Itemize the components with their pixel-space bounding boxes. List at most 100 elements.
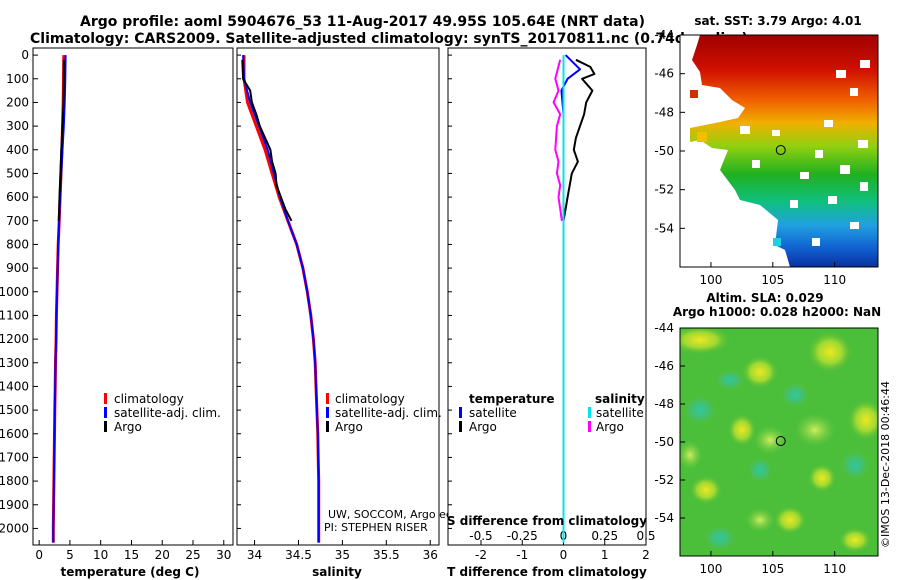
map-y-tick-label: -50 bbox=[654, 144, 674, 158]
difference-panel: -2 -1 0 1 2 -0.5 -0.25 0 0.25 0.5 T difference f… bbox=[447, 47, 656, 579]
sst-cell bbox=[697, 132, 707, 142]
sst-map-axes: 100 105 110 -44 -46 -48 -50 -52 -54 bbox=[654, 28, 846, 287]
depth-tick-label: 1600 bbox=[0, 427, 29, 441]
legend-swatch-climatology bbox=[326, 393, 329, 404]
series-line-argo bbox=[241, 59, 293, 222]
depth-tick-label: 1300 bbox=[0, 356, 29, 370]
x-tick-label: -2 bbox=[475, 548, 487, 562]
map-x-tick-label: 100 bbox=[699, 273, 722, 287]
x-tick-label: 34 bbox=[247, 548, 262, 562]
sla-map: Altim. SLA: 0.029 Argo h1000: 0.028 h200… bbox=[654, 291, 881, 576]
attribution-line2: PI: STEPHEN RISER bbox=[324, 521, 428, 534]
map-x-tick-label: 110 bbox=[823, 273, 846, 287]
x-tick-label: 34.5 bbox=[285, 548, 312, 562]
depth-tick-label: 1400 bbox=[0, 379, 29, 393]
x-tick-label: 36 bbox=[423, 548, 438, 562]
depth-tick-label: 400 bbox=[6, 143, 29, 157]
map-y-tick-label: -48 bbox=[654, 397, 674, 411]
depth-tick-label: 1000 bbox=[0, 285, 29, 299]
sla-map-axes: 100 105 110 -44 -46 -48 -50 -52 -54 bbox=[654, 321, 846, 576]
imos-credit: ©IMOS 13-Dec-2018 00:46:44 bbox=[879, 381, 892, 548]
legend-swatch-s-argo bbox=[588, 421, 591, 432]
x-tick-label: 5 bbox=[66, 548, 74, 562]
depth-tick-label: 1200 bbox=[0, 332, 29, 346]
salinity-legend: climatology satellite-adj. clim. Argo bbox=[326, 392, 442, 434]
x-tick-label: 0 bbox=[35, 548, 43, 562]
salinity-xlabel: salinity bbox=[312, 565, 362, 579]
x-tick-label: 0 bbox=[560, 548, 568, 562]
x-tick-label: 10 bbox=[93, 548, 108, 562]
depth-tick-label: 600 bbox=[6, 190, 29, 204]
legend-swatch-t-satellite bbox=[459, 407, 462, 418]
depth-tick-label: 300 bbox=[6, 119, 29, 133]
x-tick-label: 2 bbox=[642, 548, 650, 562]
t-diff-xlabel: T difference from climatology bbox=[447, 565, 647, 579]
sst-map-title: sat. SST: 3.79 Argo: 4.01 bbox=[694, 14, 861, 28]
legend-label-satellite: satellite-adj. clim. bbox=[335, 406, 442, 420]
s-diff-xlabel: S difference from climatology bbox=[447, 514, 647, 528]
legend-label-t-satellite: satellite bbox=[469, 406, 517, 420]
depth-axis: 0 100 200 300 400 500 600 700 800 900 1000 1100 1200… bbox=[0, 48, 38, 535]
legend-label-climatology: climatology bbox=[114, 392, 184, 406]
map-y-tick-label: -50 bbox=[654, 435, 674, 449]
depth-tick-label: 1100 bbox=[0, 308, 29, 322]
argo-location-marker bbox=[775, 436, 786, 447]
map-y-tick-label: -44 bbox=[654, 28, 674, 42]
depth-tick-label: 100 bbox=[6, 72, 29, 86]
sst-cell bbox=[773, 238, 781, 246]
map-y-tick-label: -52 bbox=[654, 473, 674, 487]
map-x-tick-label: 100 bbox=[699, 562, 722, 576]
depth-tick-label: 1900 bbox=[0, 498, 29, 512]
argo-location-marker bbox=[775, 145, 786, 156]
sst-field bbox=[690, 35, 878, 267]
s-diff-tick-label: -0.5 bbox=[469, 529, 492, 543]
series-line-satellite-adj-clim- bbox=[52, 55, 67, 543]
x-tick-label: 15 bbox=[124, 548, 139, 562]
legend-label-argo: Argo bbox=[335, 420, 363, 434]
series-line-salinity-argo bbox=[552, 59, 563, 221]
series-line-satellite-adj-clim- bbox=[242, 55, 320, 543]
difference-lines bbox=[552, 54, 596, 543]
map-x-tick-label: 105 bbox=[761, 273, 784, 287]
map-x-tick-label: 105 bbox=[761, 562, 784, 576]
depth-tick-label: 0 bbox=[21, 48, 29, 62]
series-line-argo bbox=[57, 59, 65, 221]
legend-label-climatology: climatology bbox=[335, 392, 405, 406]
depth-tick-label: 1800 bbox=[0, 474, 29, 488]
depth-tick-label: 900 bbox=[6, 261, 29, 275]
legend-label-s-satellite: satellite bbox=[596, 406, 644, 420]
sst-missing-cells bbox=[740, 60, 870, 246]
depth-tick-label: 700 bbox=[6, 214, 29, 228]
depth-tick-label: 800 bbox=[6, 237, 29, 251]
series-line-temperature-argo bbox=[562, 58, 596, 221]
legend-label-satellite: satellite-adj. clim. bbox=[114, 406, 221, 420]
difference-legend: temperature satellite Argo salinity sate… bbox=[459, 392, 645, 434]
difference-plot-frame bbox=[447, 47, 647, 546]
legend-title-temperature: temperature bbox=[469, 392, 554, 406]
salinity-plot-frame bbox=[236, 47, 440, 546]
salinity-panel: 34 34.5 35 35.5 36 salinity climatology sate… bbox=[236, 47, 498, 579]
temperature-panel: 0100200300400500600700800900100011001200… bbox=[0, 47, 234, 579]
header-title-line1: Argo profile: aoml 5904676_53 11-Aug-201… bbox=[80, 14, 645, 30]
s-diff-tick-label: 0.5 bbox=[636, 529, 655, 543]
map-y-tick-label: -46 bbox=[654, 67, 674, 81]
temperature-x-axis: 0 5 10 15 20 25 30 bbox=[35, 540, 231, 562]
depth-tick-label: 1500 bbox=[0, 403, 29, 417]
sst-field-patch bbox=[690, 35, 878, 267]
s-diff-tick-label: -0.25 bbox=[507, 529, 538, 543]
legend-label-t-argo: Argo bbox=[469, 420, 497, 434]
x-tick-label: 20 bbox=[155, 548, 170, 562]
map-y-tick-label: -54 bbox=[654, 221, 674, 235]
legend-label-s-argo: Argo bbox=[596, 420, 624, 434]
x-tick-label: -1 bbox=[516, 548, 528, 562]
legend-swatch-argo bbox=[326, 421, 329, 432]
legend-swatch-s-satellite bbox=[588, 407, 591, 418]
map-x-tick-label: 110 bbox=[823, 562, 846, 576]
legend-swatch-argo bbox=[104, 421, 107, 432]
temperature-lines bbox=[51, 55, 67, 543]
s-diff-x-axis: -0.5 -0.25 0 0.25 0.5 bbox=[469, 529, 655, 543]
salinity-x-axis: 34 34.5 35 35.5 36 bbox=[237, 54, 438, 562]
s-diff-tick-label: 0.25 bbox=[591, 529, 618, 543]
depth-tick-label: 1700 bbox=[0, 450, 29, 464]
